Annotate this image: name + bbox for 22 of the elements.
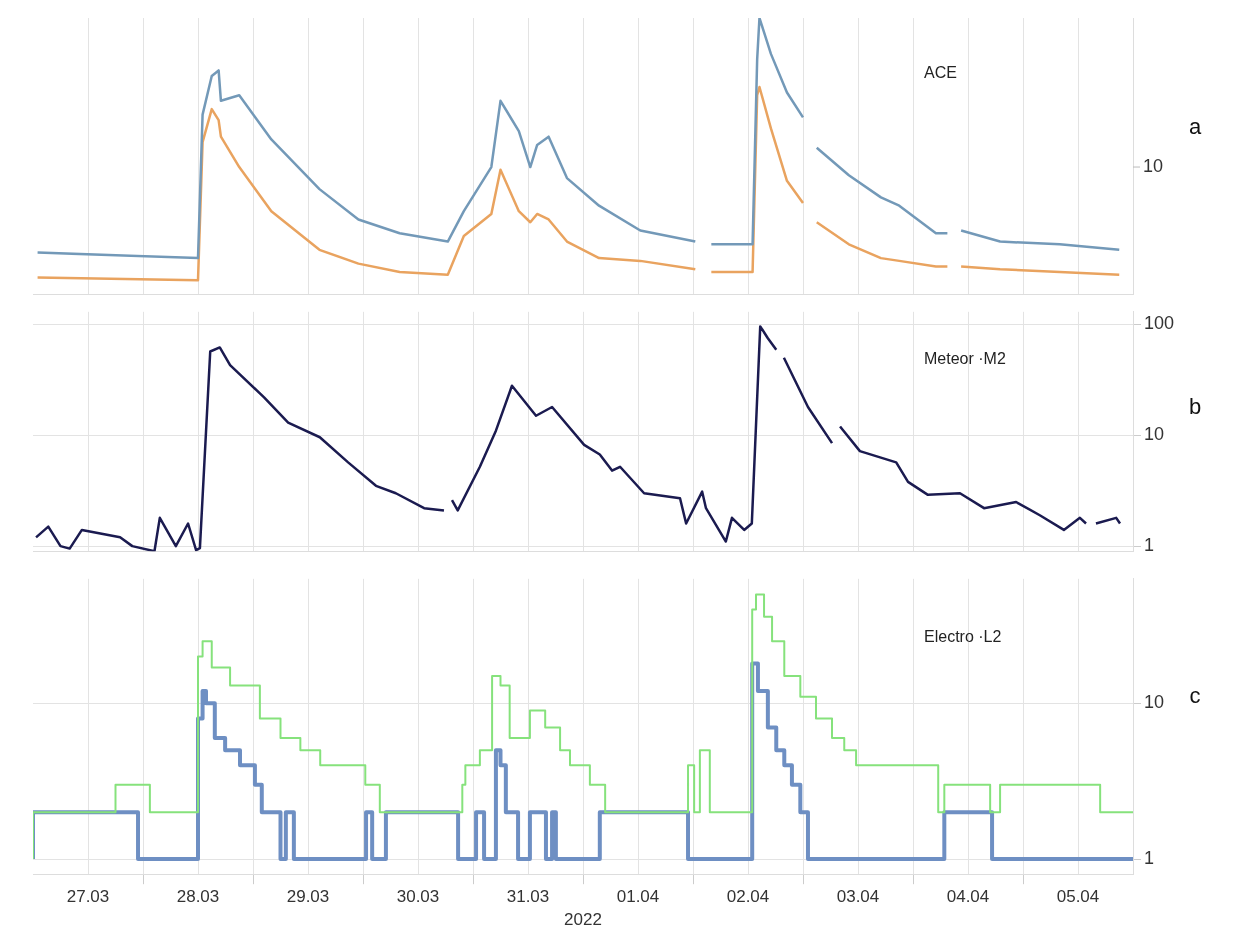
x-tick-label: 01.04 <box>616 887 660 907</box>
x-tick-label: 28.03 <box>176 887 220 907</box>
y-tick-label: 10 <box>1144 424 1165 445</box>
x-tick-label: 29.03 <box>286 887 330 907</box>
x-tick-label: 05.04 <box>1056 887 1100 907</box>
x-tick-label: 03.04 <box>836 887 880 907</box>
text: Meteor ·M2 <box>924 350 1006 368</box>
text: ACE <box>924 63 957 81</box>
x-tick-label: 27.03 <box>66 887 110 907</box>
x-tick-label: 04.04 <box>946 887 990 907</box>
text: c <box>1189 683 1201 709</box>
y-tick-label: 1 <box>1144 535 1155 556</box>
x-tick-label: 31.03 <box>506 887 550 907</box>
y-tick-label: 100 <box>1144 313 1175 334</box>
x-axis-title: 2022 <box>564 910 602 930</box>
text: b <box>1188 393 1202 419</box>
x-tick-label: 02.04 <box>726 887 770 907</box>
y-tick-label: 1 <box>1144 848 1155 869</box>
x-tick-label: 30.03 <box>396 887 440 907</box>
text: a <box>1188 114 1202 140</box>
text: Electro ·L2 <box>924 628 1002 646</box>
y-tick-label: 10 <box>1144 692 1165 713</box>
